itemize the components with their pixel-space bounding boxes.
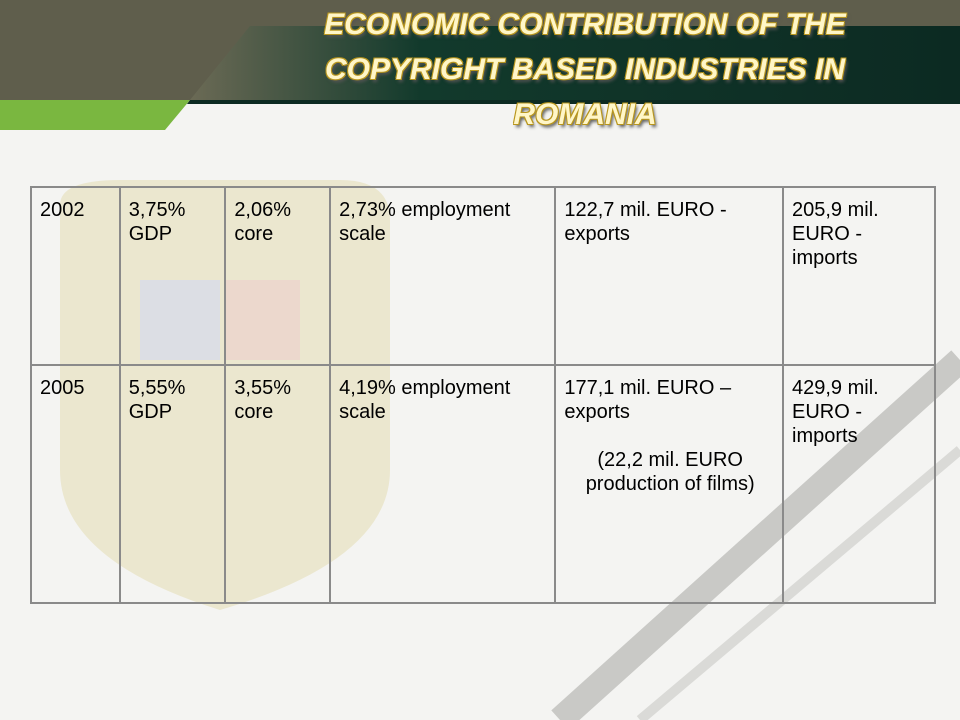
table-row: 2002 3,75% GDP 2,06% core 2,73% employment … [30, 186, 936, 366]
cell-paragraph: 177,1 mil. EURO – exports [564, 377, 732, 423]
table-cell: 3,75% GDP [118, 186, 227, 366]
table-cell: 177,1 mil. EURO – exports (22,2 mil. EURO… [554, 364, 784, 604]
slide-title: ECONOMIC CONTRIBUTION OF THE COPYRIGHT B… [324, 8, 846, 131]
table-cell: 2,73% employment scale [329, 186, 557, 366]
table-row: 2005 5,55% GDP 3,55% core 4,19% employment … [30, 364, 936, 604]
table-cell: 4,19% employment scale [329, 364, 557, 604]
table-cell: 2005 [30, 364, 121, 604]
table-cell: 2002 [30, 186, 121, 366]
table-cell: 205,9 mil. EURO - imports [782, 186, 936, 366]
table-cell: 3,55% core [224, 364, 332, 604]
data-table: 2002 3,75% GDP 2,06% core 2,73% employment … [30, 186, 936, 604]
table-cell: 122,7 mil. EURO - exports [554, 186, 784, 366]
table-cell: 2,06% core [224, 186, 332, 366]
table-cell: 429,9 mil. EURO - imports [782, 364, 936, 604]
table-cell: 5,55% GDP [118, 364, 227, 604]
cell-paragraph: (22,2 mil. EURO production of films) [585, 449, 755, 495]
